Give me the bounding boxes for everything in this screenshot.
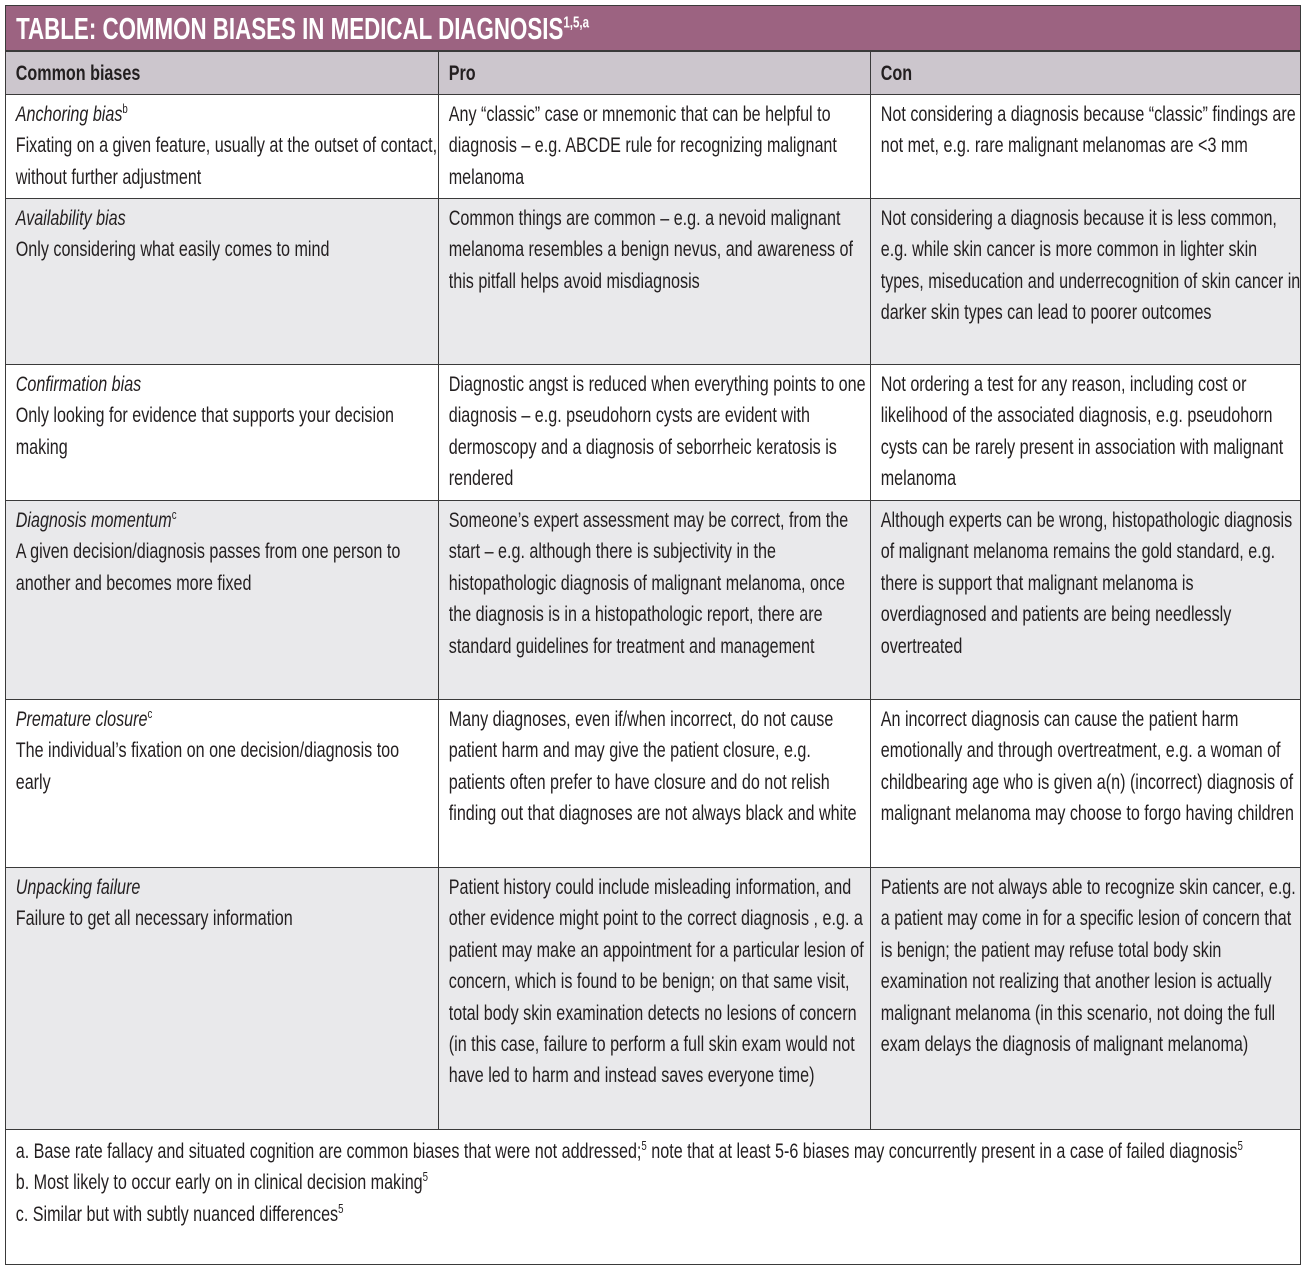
bias-footnote-mark: c: [147, 705, 153, 721]
pro-cell: Patient history could include misleading…: [448, 875, 864, 1088]
footnote-a: a. Base rate fallacy and situated cognit…: [15, 1137, 1243, 1163]
bias-cell: Confirmation bias Only looking for eviden…: [6, 366, 437, 464]
bias-cell: Availability bias Only considering what e…: [6, 200, 437, 266]
column-header-biases: Common biases: [15, 61, 141, 85]
column-header-con: Con: [880, 61, 912, 85]
table-title: TABLE: COMMON BIASES IN MEDICAL DIAGNOSI…: [16, 11, 564, 46]
bias-description: Fixating on a given feature, usually at …: [15, 133, 438, 189]
bias-cell: Diagnosis momentumc A given decision/diag…: [6, 502, 437, 600]
bias-description: A given decision/diagnosis passes from o…: [15, 539, 401, 595]
title-superscript: 1,5,a: [563, 14, 589, 32]
bias-footnote-mark: b: [122, 100, 128, 116]
con-cell: Not considering a diagnosis because “cla…: [880, 102, 1296, 158]
pro-cell: Many diagnoses, even if/when incorrect, …: [448, 707, 857, 826]
pro-cell: Someone’s expert assessment may be corre…: [448, 508, 848, 658]
bias-name: Diagnosis momentum: [15, 508, 172, 532]
bias-cell: Unpacking failure Failure to get all nece…: [6, 869, 437, 935]
column-header-row: Common biases Pro Con: [6, 51, 1300, 95]
footnotes: a. Base rate fallacy and situated cognit…: [6, 1131, 1295, 1231]
con-cell: An incorrect diagnosis can cause the pat…: [880, 707, 1294, 826]
table-row: Anchoring biasb Fixating on a given featu…: [6, 94, 1300, 199]
con-cell: Although experts can be wrong, histopath…: [880, 508, 1292, 658]
bias-name: Confirmation bias: [15, 372, 142, 396]
bias-cell: Anchoring biasb Fixating on a given featu…: [6, 96, 438, 194]
bias-description: Failure to get all necessary information: [15, 906, 293, 931]
footnote-b: b. Most likely to occur early on in clin…: [15, 1169, 429, 1195]
bias-cell: Premature closurec The individual’s fixat…: [6, 701, 437, 799]
pro-cell: Common things are common – e.g. a nevoid…: [448, 206, 853, 293]
table-row: Premature closurec The individual’s fixat…: [6, 699, 1300, 868]
bias-description: Only looking for evidence that supports …: [15, 403, 395, 459]
footnotes-row: a. Base rate fallacy and situated cognit…: [6, 1129, 1300, 1264]
con-cell: Patients are not always able to recogniz…: [880, 875, 1296, 1057]
pro-cell: Diagnostic angst is reduced when everyth…: [448, 372, 866, 491]
con-cell: Not considering a diagnosis because it i…: [880, 206, 1300, 325]
bias-name: Availability bias: [15, 206, 126, 230]
table-row: Confirmation bias Only looking for eviden…: [6, 364, 1300, 501]
bias-name: Premature closure: [15, 707, 148, 731]
bias-name: Anchoring bias: [15, 102, 123, 126]
column-header-pro: Pro: [448, 61, 476, 85]
table-body: Common biases Pro Con Anchoring biasb Fix…: [6, 51, 1300, 1264]
footnote-c: c. Similar but with subtly nuanced diffe…: [15, 1200, 344, 1226]
bias-footnote-mark: c: [171, 506, 177, 522]
bias-description: Only considering what easily comes to mi…: [15, 237, 330, 262]
bias-name: Unpacking failure: [15, 875, 141, 899]
table-title-bar: TABLE: COMMON BIASES IN MEDICAL DIAGNOSI…: [6, 6, 1300, 51]
bias-description: The individual’s fixation on one decisio…: [15, 738, 400, 794]
biases-table: TABLE: COMMON BIASES IN MEDICAL DIAGNOSI…: [5, 5, 1301, 1265]
pro-cell: Any “classic” case or mnemonic that can …: [448, 102, 837, 189]
table-row: Diagnosis momentumc A given decision/diag…: [6, 500, 1300, 700]
table-row: Availability bias Only considering what e…: [6, 198, 1300, 365]
con-cell: Not ordering a test for any reason, incl…: [880, 372, 1283, 491]
table-row: Unpacking failure Failure to get all nece…: [6, 867, 1300, 1130]
